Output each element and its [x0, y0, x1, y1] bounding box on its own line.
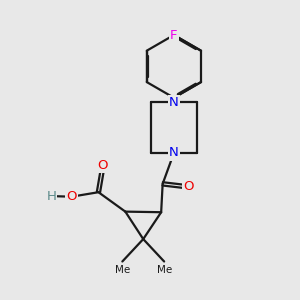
Text: Me: Me — [115, 265, 130, 275]
Text: Me: Me — [157, 265, 172, 275]
Text: N: N — [169, 146, 179, 160]
Text: O: O — [183, 180, 193, 193]
Text: N: N — [169, 96, 179, 109]
Text: F: F — [170, 28, 178, 41]
Text: H: H — [46, 190, 56, 202]
Text: O: O — [98, 159, 108, 172]
Text: O: O — [66, 190, 77, 203]
